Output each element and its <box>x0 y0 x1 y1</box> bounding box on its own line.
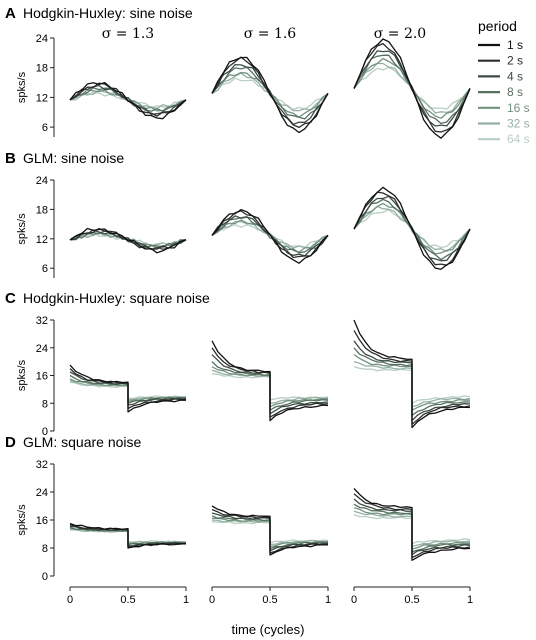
subplot: 0 0.5 1 <box>67 522 189 606</box>
series-line-1s <box>211 56 329 134</box>
sigma-label: σ = 1.3 <box>102 26 154 42</box>
legend-items: 1 s 2 s4 s 8 s 16 s 32 s64 s <box>478 38 530 146</box>
series-line-1s <box>211 505 328 556</box>
subplot <box>69 364 187 413</box>
sigma-label: σ = 2.0 <box>374 26 426 42</box>
legend-item-label: 2 s <box>507 54 523 68</box>
series-line-4s <box>69 84 187 116</box>
y-tick-label: 32 <box>36 459 48 471</box>
x-tick-label: 1 <box>467 594 473 606</box>
legend-item-label: 16 s <box>507 101 530 115</box>
y-axis-label: spks/s <box>16 213 28 245</box>
y-tick-label: 16 <box>36 371 48 383</box>
y-tick-label: 12 <box>36 234 48 246</box>
series-line-1s <box>353 38 471 139</box>
series-line-1s <box>211 340 329 422</box>
series-line-1s <box>69 522 187 549</box>
x-tick-label: 0 <box>351 594 357 606</box>
subplot <box>211 208 329 264</box>
panel-letter: B <box>5 150 16 167</box>
subplot: 0 0.5 1 <box>209 505 331 606</box>
subplot <box>69 227 187 254</box>
series-line-8s <box>69 87 187 112</box>
x-tick-label: 0.5 <box>120 594 135 606</box>
legend-item-label: 1 s <box>507 38 523 52</box>
series-line-2s <box>353 42 471 133</box>
series-line-1s <box>69 364 187 413</box>
series-line-2s <box>69 227 187 250</box>
y-tick-label: 24 <box>36 33 48 45</box>
y-tick-label: 8 <box>42 543 48 555</box>
y-tick-label: 24 <box>36 487 48 499</box>
series-line-1s <box>69 227 187 254</box>
series-line-1s <box>353 319 471 429</box>
y-tick-label: 24 <box>36 175 48 187</box>
legend-item-label: 8 s <box>507 85 523 99</box>
x-axis: 0 0.5 1 <box>209 586 331 606</box>
panel-letter: D <box>5 434 16 451</box>
series-line-1s <box>211 208 329 264</box>
x-tick-label: 0.5 <box>262 594 277 606</box>
subplot <box>353 186 471 270</box>
legend-item-label: 4 s <box>507 69 523 83</box>
series-line-1s <box>69 81 187 120</box>
legend: period 1 s 2 s4 s 8 s 16 s 32 s64 s <box>478 18 530 146</box>
y-tick-label: 6 <box>42 263 48 275</box>
subplot <box>211 340 329 422</box>
panel-title: Hodgkin-Huxley: square noise <box>23 290 210 306</box>
x-tick-label: 0 <box>209 594 215 606</box>
subplot <box>353 319 471 429</box>
panel-letter: C <box>5 290 16 307</box>
series-line-8s <box>211 66 329 120</box>
y-axis-label: spks/s <box>16 359 28 391</box>
legend-title: period <box>478 18 517 34</box>
legend-item-label: 32 s <box>507 117 530 131</box>
x-tick-label: 0.5 <box>404 594 419 606</box>
panel-a: A Hodgkin-Huxley: sine noise 6 12 18 24 spks/s <box>5 5 471 139</box>
x-axis-label: time (cycles) <box>232 622 305 637</box>
x-axis: 0 0.5 1 <box>351 586 473 606</box>
panel-c: C Hodgkin-Huxley: square noise 0 8 16 24 32 spk… <box>5 290 471 438</box>
panel-title: GLM: square noise <box>23 434 141 450</box>
panel-title: GLM: sine noise <box>23 150 124 166</box>
series-line-4s <box>211 63 329 125</box>
y-axis-label: spks/s <box>16 504 28 536</box>
legend-item-label: 64 s <box>507 132 530 146</box>
subplot: 0 0.5 1 <box>351 488 473 606</box>
y-axis-label: spks/s <box>16 71 28 103</box>
panels: A Hodgkin-Huxley: sine noise6121824spks/s… <box>5 5 473 606</box>
panel-b: B GLM: sine noise 6 12 18 24 spks/s <box>5 150 471 278</box>
x-axis: 0 0.5 1 <box>67 586 189 606</box>
x-tick-label: 0 <box>67 594 73 606</box>
sigma-labels: σ = 1.3 σ = 1.6 σ = 2.0 <box>102 26 426 42</box>
y-tick-label: 24 <box>36 343 48 355</box>
y-tick-label: 0 <box>42 426 48 438</box>
panel-letter: A <box>5 5 16 22</box>
subplot <box>69 81 187 120</box>
subplot <box>211 56 329 134</box>
y-tick-label: 8 <box>42 398 48 410</box>
series-line-4s <box>353 195 471 262</box>
y-tick-label: 18 <box>36 63 48 75</box>
series-line-16s <box>211 219 329 253</box>
x-tick-label: 1 <box>325 594 331 606</box>
y-tick-label: 32 <box>36 315 48 327</box>
series-line-64s <box>211 224 329 249</box>
y-tick-label: 18 <box>36 204 48 216</box>
y-tick-label: 12 <box>36 92 48 104</box>
subplot <box>353 38 471 139</box>
panel-title: Hodgkin-Huxley: sine noise <box>23 5 193 21</box>
series-line-1s <box>353 186 471 270</box>
series-line-1s <box>353 488 471 561</box>
sigma-label: σ = 1.6 <box>244 26 297 42</box>
y-tick-label: 6 <box>42 122 48 134</box>
y-tick-label: 16 <box>36 515 48 527</box>
x-tick-label: 1 <box>183 594 189 606</box>
y-tick-label: 0 <box>42 571 48 583</box>
